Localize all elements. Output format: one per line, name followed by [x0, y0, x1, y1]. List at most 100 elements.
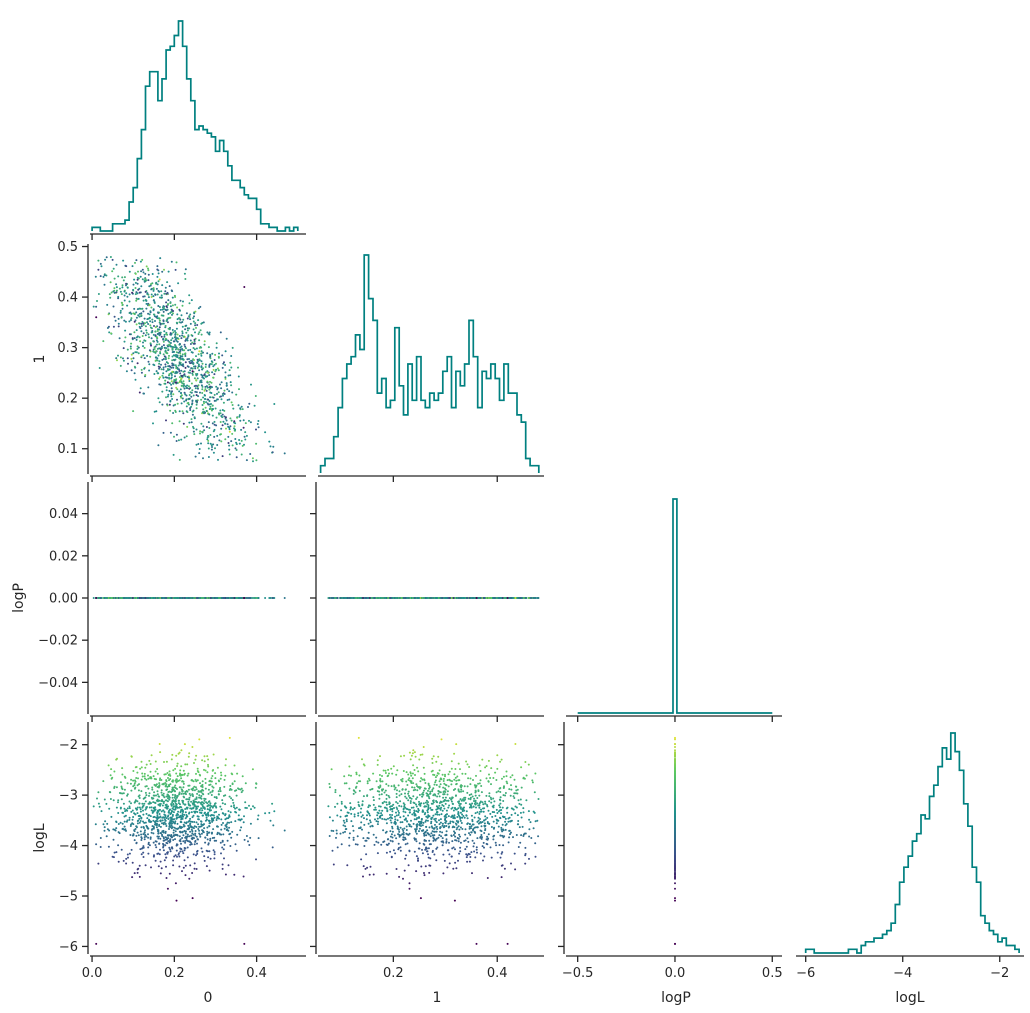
- scatter-point: [213, 363, 216, 366]
- scatter-point: [200, 333, 203, 336]
- scatter-point: [228, 795, 231, 798]
- scatter-point: [161, 358, 164, 361]
- scatter-point: [130, 802, 132, 805]
- scatter-point: [196, 366, 199, 369]
- scatter-point: [197, 395, 200, 398]
- scatter-point: [160, 789, 163, 792]
- scatter-point: [200, 354, 203, 357]
- scatter-point: [150, 828, 153, 831]
- scatter-point: [155, 287, 158, 290]
- scatter-point: [117, 812, 120, 814]
- scatter-point: [137, 777, 139, 780]
- scatter-point: [255, 442, 258, 445]
- scatter-point: [158, 343, 161, 346]
- scatter-point: [238, 442, 241, 445]
- scatter-point: [213, 399, 216, 402]
- scatter-point: [137, 352, 140, 355]
- scatter-point: [130, 810, 133, 813]
- scatter-point: [126, 357, 129, 360]
- scatter-point: [229, 811, 232, 814]
- scatter-point: [98, 805, 101, 808]
- scatter-point: [171, 398, 174, 400]
- scatter-point: [95, 305, 98, 308]
- scatter-point: [138, 391, 141, 394]
- scatter-point: [193, 338, 196, 341]
- scatter-point: [175, 386, 178, 389]
- scatter-point: [136, 278, 139, 281]
- scatter-point: [122, 802, 125, 805]
- scatter-point: [165, 333, 168, 335]
- scatter-point: [117, 354, 119, 357]
- scatter-point: [234, 422, 237, 425]
- scatter-point: [160, 363, 162, 366]
- scatter-point: [151, 786, 154, 789]
- scatter-point: [130, 319, 132, 321]
- scatter-point: [204, 366, 207, 368]
- scatter-point: [250, 808, 252, 811]
- scatter-point: [221, 424, 224, 427]
- scatter-point: [238, 439, 241, 441]
- scatter-point: [184, 278, 187, 280]
- scatter-point: [183, 813, 186, 816]
- scatter-point: [142, 332, 145, 335]
- scatter-point: [97, 268, 100, 271]
- scatter-point: [176, 855, 178, 858]
- scatter-point: [184, 345, 187, 348]
- scatter-point: [138, 291, 141, 294]
- scatter-point: [156, 340, 159, 343]
- scatter-point: [166, 772, 169, 774]
- scatter-point: [138, 315, 141, 318]
- scatter-point: [161, 296, 163, 299]
- scatter-point: [168, 343, 171, 346]
- scatter-point: [181, 353, 184, 356]
- scatter-point: [117, 322, 120, 325]
- scatter-point: [170, 380, 173, 383]
- scatter-point: [251, 768, 254, 771]
- scatter-point: [174, 268, 177, 271]
- scatter-point: [180, 384, 183, 387]
- scatter-point: [119, 311, 122, 314]
- scatter-point: [149, 837, 152, 840]
- scatter-point: [202, 597, 205, 599]
- scatter-point: [175, 849, 178, 852]
- scatter-point: [172, 453, 175, 456]
- scatter-point: [215, 368, 218, 371]
- scatter-point: [181, 348, 184, 350]
- scatter-point: [201, 809, 204, 812]
- scatter-point: [188, 597, 190, 599]
- scatter-point: [202, 396, 205, 399]
- scatter-point: [207, 456, 210, 458]
- scatter-point: [180, 792, 183, 795]
- scatter-point: [524, 597, 527, 599]
- scatter-point: [174, 331, 177, 334]
- scatter-point: [167, 312, 170, 315]
- scatter-point: [112, 799, 115, 802]
- scatter-point: [430, 597, 433, 599]
- scatter-point: [169, 305, 172, 308]
- scatter-point: [179, 380, 181, 383]
- scatter-point: [126, 782, 129, 785]
- scatter-point: [158, 321, 161, 324]
- scatter-point: [187, 385, 190, 388]
- scatter-point: [188, 394, 191, 396]
- scatter-point: [153, 410, 156, 413]
- scatter-point: [244, 431, 247, 434]
- scatter-point: [172, 393, 175, 396]
- scatter-point: [102, 780, 105, 783]
- scatter-point: [201, 392, 204, 394]
- scatter-point: [168, 377, 171, 380]
- scatter-point: [160, 290, 163, 293]
- scatter-point: [225, 758, 227, 761]
- scatter-point: [182, 380, 185, 383]
- scatter-point: [219, 597, 222, 599]
- scatter-point: [181, 334, 184, 337]
- scatter-point: [104, 597, 107, 599]
- scatter-point: [146, 817, 149, 820]
- scatter-point: [158, 401, 161, 404]
- scatter-point: [147, 312, 150, 315]
- scatter-point: [157, 397, 160, 400]
- scatter-point: [189, 339, 192, 342]
- scatter-point: [228, 398, 231, 401]
- scatter-point: [178, 376, 181, 379]
- scatter-point: [135, 338, 138, 341]
